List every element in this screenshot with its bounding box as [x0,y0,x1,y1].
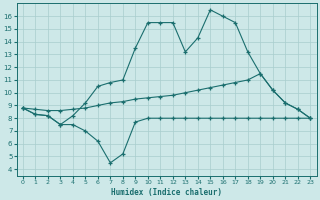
X-axis label: Humidex (Indice chaleur): Humidex (Indice chaleur) [111,188,222,197]
